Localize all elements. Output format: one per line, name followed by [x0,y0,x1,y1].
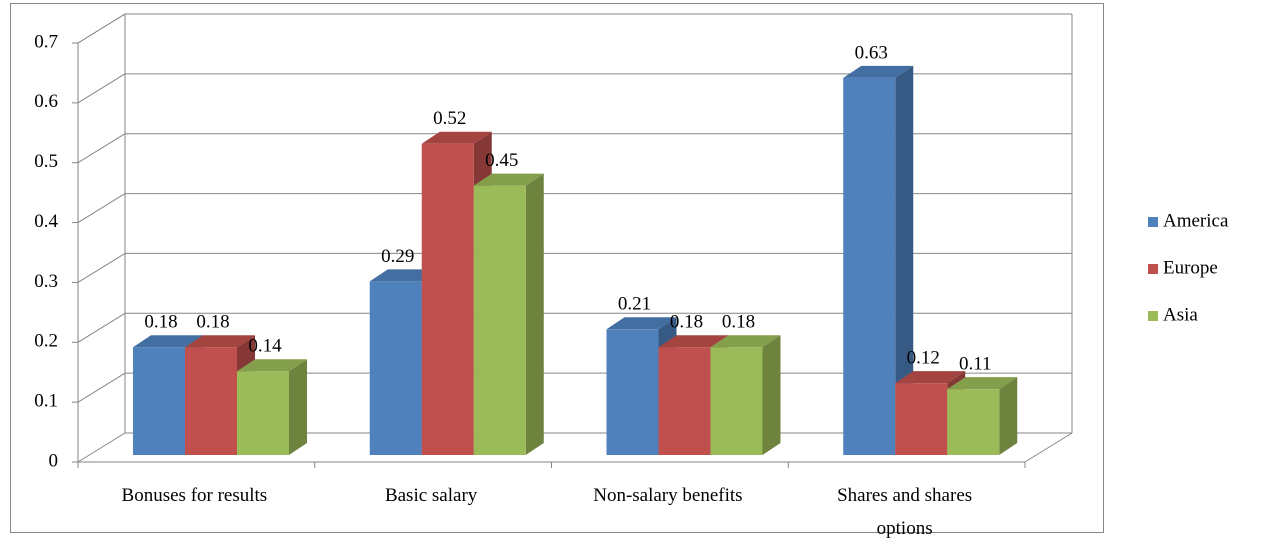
bar-top [185,335,255,348]
legend-swatch [1148,264,1158,274]
bar-front [473,185,526,455]
data-label: 0.29 [381,246,414,267]
bar-top [133,335,203,348]
y-tick-label: 0.5 [34,151,58,172]
legend-label: Asia [1163,304,1198,325]
bar [710,335,781,455]
bar-front [658,347,711,455]
data-label: 0.52 [433,108,466,129]
bar-front [947,389,1000,455]
bar [185,335,255,455]
grid-line [77,133,126,164]
grid-line [77,372,126,403]
bar-front [133,347,185,455]
bar-top [658,335,729,348]
grid-line [77,253,126,283]
x-tick-label: Bonuses for results [122,485,268,506]
bar [843,65,914,456]
bar-front [237,371,289,455]
data-label: 0.45 [485,150,518,171]
bar-side [525,173,544,455]
bar-top [895,371,966,384]
x-tick-label: Non-salary benefits [593,485,742,506]
grid-line [77,13,126,44]
data-label: 0.21 [618,294,651,315]
bar-top [843,65,914,78]
bar-side [999,377,1018,455]
data-label: 0.11 [959,354,992,375]
bar-front [710,347,763,455]
bar-top [606,317,677,330]
bar-side [895,65,914,456]
grid-line [77,312,126,343]
bar-top [237,359,307,372]
bar-top [710,335,781,348]
data-label: 0.14 [248,336,282,357]
bar-front [843,77,896,456]
bar-front [369,281,422,455]
data-label: 0.12 [907,348,940,369]
data-label: 0.18 [196,312,229,333]
bar-top [473,173,544,186]
grid-line [77,73,126,104]
x-tick-label: Basic salary [385,485,478,506]
legend-swatch [1148,217,1158,227]
bar [947,377,1018,455]
x-tick-label: Shares and shares options [837,485,972,539]
y-tick-label: 0.7 [34,31,58,52]
data-label: 0.18 [670,312,703,333]
bar-front [606,329,659,455]
bar-top [947,377,1018,390]
y-tick-label: 0.3 [34,271,58,292]
bar [473,173,544,455]
bar-side [289,359,307,455]
bar-front [895,383,948,455]
data-label: 0.18 [144,312,177,333]
legend-label: Europe [1163,257,1218,278]
floor-edge [1024,432,1073,463]
legend-swatch [1148,311,1158,321]
bar [237,359,307,455]
grid-line [77,193,126,223]
y-tick-label: 0.4 [34,211,58,232]
bar-front [185,347,237,455]
legend-label: America [1163,210,1229,231]
y-tick-label: 0.6 [34,91,58,112]
bar-top [421,131,492,144]
grid-line [77,432,126,463]
y-tick-label: 0.1 [34,391,58,412]
bar-side [762,335,781,455]
data-label: 0.18 [722,312,755,333]
data-label: 0.63 [855,42,888,63]
y-tick-label: 0.2 [34,331,58,352]
y-tick-label: 0 [49,450,59,471]
bar-front [421,143,474,455]
